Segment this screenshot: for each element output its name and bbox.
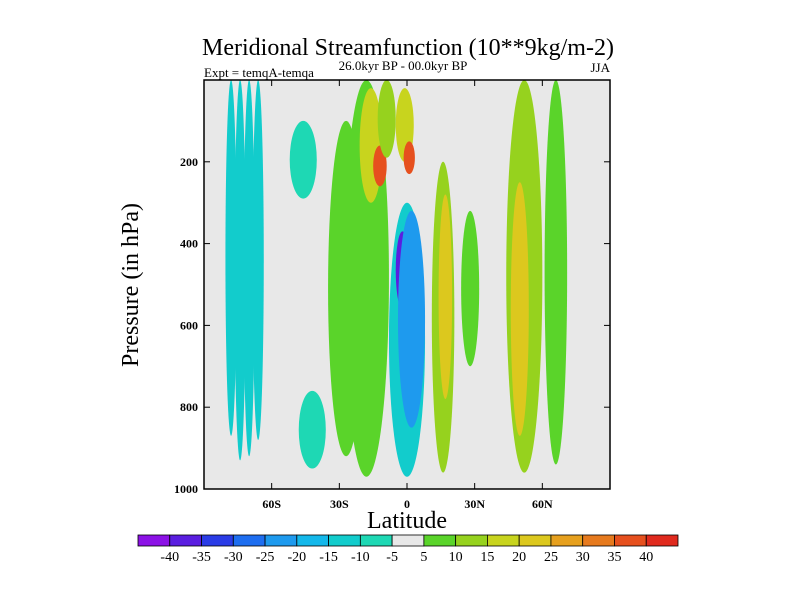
colorbar-box (169, 534, 202, 547)
colorbar-label: 10 (449, 550, 463, 565)
contour-region-2 (243, 80, 255, 457)
colorbar-box (582, 534, 615, 547)
colorbar-label: 25 (544, 550, 558, 565)
colorbar-box (137, 534, 171, 547)
colorbar-box (614, 534, 647, 547)
colorbar-box (201, 534, 234, 547)
contour-field (225, 80, 568, 477)
colorbar-box (423, 534, 457, 547)
colorbar-label: 40 (639, 550, 653, 565)
colorbar-label: 5 (420, 550, 427, 565)
colorbar-label: 20 (512, 550, 526, 565)
colorbar-label: 30 (576, 550, 590, 565)
contour-region-0 (225, 80, 237, 436)
contour-region-10 (377, 80, 396, 158)
x-axis-ticks: 60S 30S 0 30N 60N (262, 80, 553, 511)
colorbar-label: 15 (480, 550, 494, 565)
colorbar-label: -25 (256, 550, 275, 565)
contour-region-17 (438, 194, 453, 400)
season-label: JJA (590, 60, 610, 75)
colorbar-box (296, 534, 329, 547)
colorbar-box (359, 534, 393, 547)
colorbar-label: 35 (607, 550, 621, 565)
colorbar-box (645, 534, 679, 547)
y-tick-label: 600 (180, 318, 198, 332)
y-tick-label: 400 (180, 237, 198, 251)
colorbar-box (550, 534, 584, 547)
colorbar-box (518, 534, 552, 547)
colorbar-label: -20 (287, 550, 306, 565)
contour-region-12 (403, 141, 415, 175)
y-axis-title: Pressure (in hPa) (118, 203, 144, 367)
y-axis-ticks: 200 400 600 800 1000 (174, 155, 610, 496)
x-tick-label: 0 (404, 497, 410, 511)
colorbar-box (391, 534, 425, 547)
experiment-label: Expt = temqA-temqa (204, 65, 314, 80)
colorbar-label: -5 (386, 550, 398, 565)
colorbar-label: -30 (224, 550, 243, 565)
contour-region-20 (510, 182, 529, 436)
contour-region-5 (298, 390, 326, 469)
colorbar-box (264, 534, 298, 547)
x-tick-label: 60N (532, 497, 553, 511)
period-label: 26.0kyr BP - 00.0kyr BP (339, 58, 468, 73)
colorbar-label: -40 (160, 550, 179, 565)
x-tick-label: 60S (262, 497, 281, 511)
colorbar-label: -15 (319, 550, 338, 565)
chart-title: Meridional Streamfunction (10**9kg/m-2) (202, 35, 614, 61)
colorbar-box (487, 534, 520, 547)
x-axis-title: Latitude (367, 508, 447, 534)
contour-region-18 (461, 210, 480, 367)
y-tick-label: 1000 (174, 482, 198, 496)
contour-region-3 (252, 80, 264, 440)
x-tick-label: 30S (330, 497, 349, 511)
contour-region-21 (544, 80, 568, 465)
contour-region-1 (234, 80, 246, 461)
y-tick-label: 800 (180, 400, 198, 414)
x-tick-label: 30N (464, 497, 485, 511)
colorbar-box (232, 534, 266, 547)
y-tick-label: 200 (180, 155, 198, 169)
contour-region-4 (289, 120, 317, 199)
colorbar-box (455, 534, 488, 547)
colorbar-label: -10 (351, 550, 370, 565)
colorbar: -40 -35 -30 -25 -20 -15 -10 -5 5 10 15 20 25 30 35 40 (137, 534, 679, 565)
colorbar-box (328, 534, 361, 547)
colorbar-label: -35 (192, 550, 211, 565)
contour-region-15 (397, 210, 426, 428)
contour-region-9 (373, 145, 387, 187)
